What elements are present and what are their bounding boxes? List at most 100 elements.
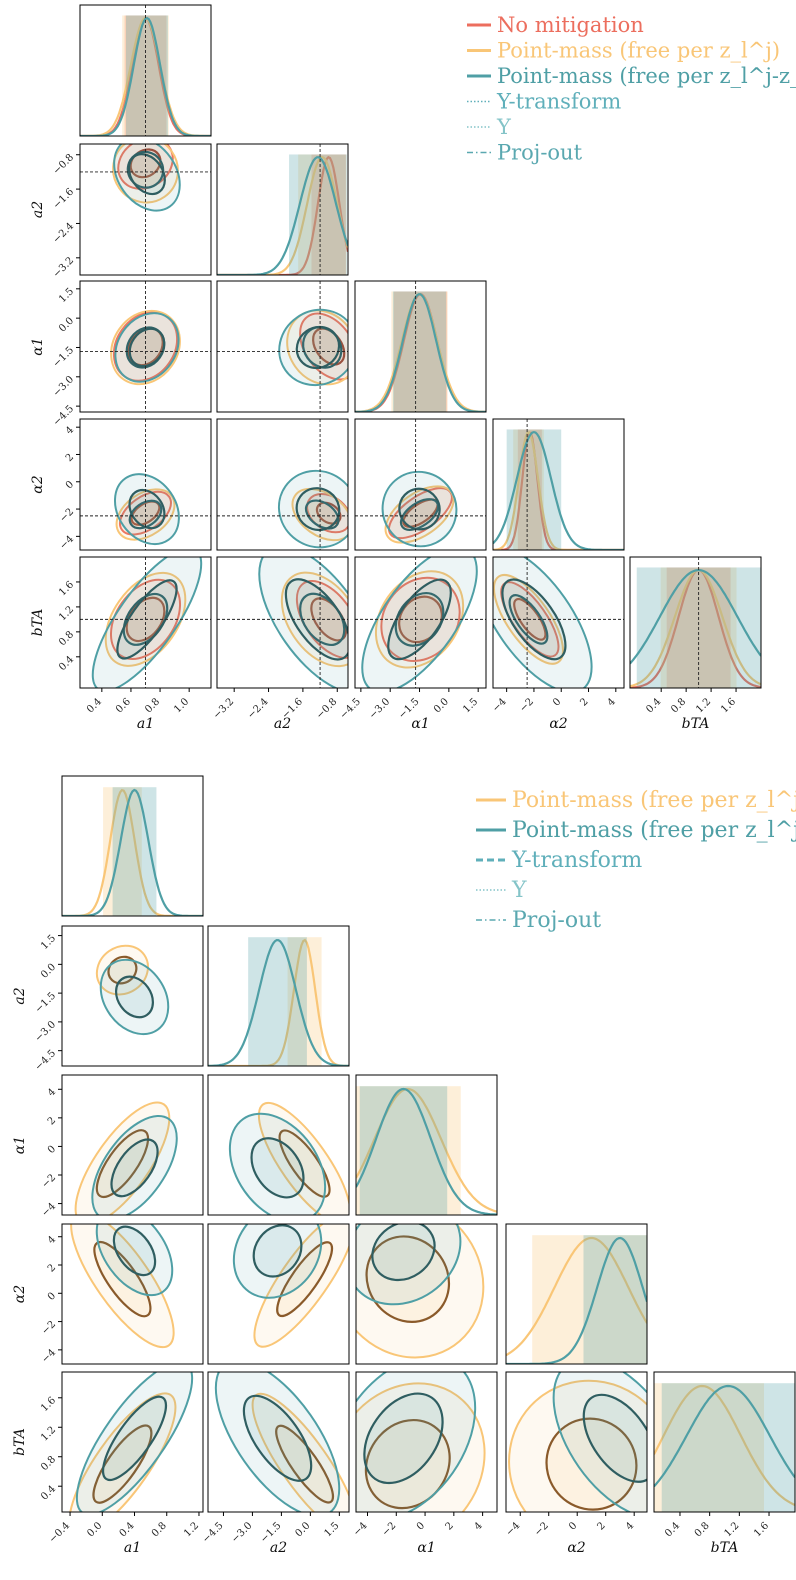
panel-b_TA-vs-α_1: −4 −2 0 2 4 α1: [351, 1371, 498, 1556]
marginal-band-1: [532, 1235, 647, 1364]
y-tick-label: 0.4: [57, 654, 76, 673]
panel-α_2-vs-a_1: −4 −2 0 2 4 α2: [12, 1223, 204, 1365]
contour-inner-2: [304, 499, 340, 530]
y-axis-label: α2: [30, 475, 46, 493]
y-tick-label: −4: [58, 534, 76, 552]
contour-inner-1: [92, 1424, 153, 1504]
contour-outer-1: [257, 1101, 349, 1215]
contour-outer-1: [508, 1379, 647, 1512]
contour-inner-2: [101, 1395, 168, 1482]
marginal-band-2: [112, 787, 157, 916]
marginal-band-3: [506, 429, 562, 550]
y-axis-label: α1: [12, 1136, 28, 1154]
y-tick-label: 2: [46, 1262, 58, 1274]
contour-outer-2: [95, 1224, 174, 1297]
panel-a_2-vs-a_2: [216, 143, 349, 276]
x-tick-label: 2: [444, 1520, 456, 1532]
panel-frame: [216, 280, 349, 413]
panel-α_1-vs-a_1: −4 −2 0 2 4 α1: [12, 1074, 204, 1219]
x-tick-label: 1.2: [182, 1520, 201, 1539]
y-tick-label: −2: [58, 506, 76, 524]
y-tick-label: 0.8: [57, 629, 76, 648]
contour-outer-2: [374, 570, 465, 669]
contour-inner-1: [93, 1240, 152, 1318]
panel-frame: [61, 1371, 204, 1513]
panel-frame: [354, 280, 487, 413]
legend-2: Point-mass (free per z_l^j) Point-mass (f…: [476, 788, 796, 933]
x-tick-label: 1.2: [722, 1520, 741, 1539]
x-tick-label: 1.2: [694, 696, 713, 715]
panel-α_2-vs-α_2: [492, 418, 625, 551]
panel-α_2-vs-α_1: [354, 418, 487, 551]
y-tick-label: −0.8: [51, 152, 76, 177]
x-tick-label: −2: [518, 696, 536, 714]
legend-label-4: Υ: [511, 878, 527, 903]
legend-label-6: Proj-out: [497, 141, 583, 165]
contour-outer-1: [253, 1224, 349, 1348]
x-tick-label: −4: [491, 696, 509, 714]
x-tick-label: 0.0: [293, 1520, 312, 1539]
contour-inner-2: [363, 1392, 444, 1485]
y-tick-label: 0.0: [57, 315, 76, 334]
contour-outer-3: [113, 144, 181, 212]
y-axis-label: bTA: [12, 1428, 28, 1456]
panel-frame: [79, 143, 212, 276]
y-tick-label: −3.0: [33, 1019, 58, 1044]
y-axis-label: α2: [12, 1285, 28, 1303]
panel-b_TA-vs-α_2: −4 −2 0 2 4 α2: [504, 1371, 648, 1556]
x-axis-label: a1: [137, 716, 154, 732]
y-tick-label: 1.6: [57, 579, 76, 598]
legend-label-1: No mitigation: [497, 13, 644, 37]
panel-frame: [355, 1074, 498, 1216]
marginal-curve-1: [208, 938, 349, 1066]
panel-α_1-vs-a_2: [216, 280, 349, 413]
x-tick-label: −4: [351, 1520, 369, 1538]
marginal-curve-1: [506, 1236, 647, 1357]
contour-inner-3: [128, 488, 166, 530]
marginal-band-3: [392, 291, 447, 412]
contour-outer-2: [99, 958, 170, 1036]
panel-frame: [629, 556, 762, 689]
x-tick-label: 0: [415, 1520, 427, 1532]
contour-inner-2: [250, 1137, 305, 1199]
marginal-curve-3: [355, 293, 486, 412]
x-tick-label: −2: [533, 1520, 551, 1538]
y-tick-label: 4: [64, 425, 76, 437]
panel-frame: [355, 1371, 498, 1513]
contour-inner-3: [128, 327, 166, 368]
panel-α_2-vs-α_1: [355, 1223, 498, 1365]
panel-frame: [207, 1223, 350, 1365]
x-axis-label: a2: [270, 1540, 287, 1556]
x-tick-label: 0.8: [150, 1520, 169, 1539]
legend-label-1: Point-mass (free per z_l^j): [512, 788, 796, 813]
y-tick-label: −2: [40, 1172, 58, 1190]
x-tick-label: −3.0: [230, 1520, 255, 1545]
legend-label-3: Y-transform: [511, 848, 642, 873]
y-tick-label: 0: [64, 479, 76, 491]
contour-inner-1: [278, 1129, 331, 1198]
panel-b_TA-vs-α_1: −4.5 −3.0 −1.5 0.0 1.5α1: [338, 556, 487, 732]
marginal-curve-2: [356, 1087, 497, 1215]
panel-frame: [354, 418, 487, 551]
panel-frame: [355, 1223, 498, 1365]
x-tick-label: 2: [596, 1520, 608, 1532]
x-tick-label: 0.4: [663, 1520, 682, 1539]
panel-frame: [207, 1371, 350, 1513]
x-tick-label: 0.8: [669, 696, 688, 715]
panel-frame: [79, 418, 212, 551]
marginal-band-1: [356, 1086, 461, 1215]
y-tick-label: 4: [46, 1234, 58, 1246]
x-tick-label: −3.2: [211, 696, 236, 721]
x-tick-label: −0.4: [47, 1520, 72, 1545]
panel-α_1-vs-a_2: [207, 1074, 350, 1216]
x-axis-label: α2: [549, 716, 567, 732]
contour-inner-2: [110, 1138, 159, 1198]
marginal-curve-3: [630, 568, 761, 665]
y-tick-label: −3.2: [51, 255, 76, 280]
x-tick-label: 1.6: [752, 1520, 771, 1539]
y-tick-label: 1.2: [39, 1425, 58, 1444]
x-tick-label: 0.8: [693, 1520, 712, 1539]
y-tick-label: 4: [46, 1087, 58, 1099]
